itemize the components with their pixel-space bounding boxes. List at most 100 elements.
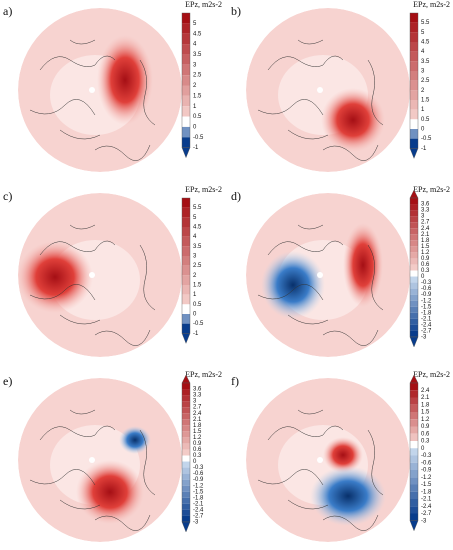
colorbar-segment	[182, 425, 190, 432]
colorbar-tick-label: -1.2	[421, 298, 432, 304]
colorbar-segment	[410, 499, 418, 507]
colorbar-tick-label: 3	[193, 62, 197, 68]
pole	[89, 272, 95, 278]
colorbar-tick-label: 0.9	[193, 441, 202, 447]
colorbar-arrow	[181, 333, 191, 344]
colorbar-tick-label: 5.5	[421, 20, 430, 26]
panel: d) EPz, m2s-2 3.63.332.72.42.11.81.51.20.9…	[231, 185, 450, 357]
colorbar-tick-label: 3.5	[193, 52, 202, 58]
colorbar-segment	[182, 95, 190, 107]
colorbar-segment	[410, 42, 418, 52]
colorbar-tick-label: 2	[421, 88, 425, 94]
panel-label: b)	[231, 4, 241, 18]
colorbar-tick-label: 3	[421, 69, 425, 75]
colorbar-tick-label: 1	[421, 107, 425, 113]
colorbar-segment	[410, 61, 418, 71]
panel-title: EPz, m2s-2	[413, 0, 450, 9]
colorbar-segment	[410, 222, 418, 229]
colorbar-segment	[182, 437, 190, 444]
map	[18, 378, 182, 542]
colorbar-arrow	[409, 148, 419, 159]
colorbar-tick-label: -0.5	[193, 135, 204, 141]
colorbar-segment	[182, 246, 190, 256]
colorbar-tick-label: -0.9	[421, 468, 432, 474]
colorbar-tick-label: 4.5	[193, 225, 202, 231]
colorbar-segment	[410, 412, 418, 420]
colorbar-tick-label: 0.9	[421, 424, 430, 430]
colorbar-tick-label: 0	[193, 125, 197, 131]
colorbar-segment	[182, 304, 190, 314]
colorbar-segment	[182, 497, 190, 504]
colorbar-tick-label: -1.2	[421, 475, 432, 481]
colorbar-tick-label: -3	[421, 335, 427, 341]
colorbar-segment	[182, 455, 190, 462]
colorbar-segment	[182, 116, 190, 127]
colorbar-segment	[410, 246, 418, 253]
colorbar-tick-label: 0.6	[421, 431, 430, 437]
colorbar-tick-label: 0.3	[421, 439, 430, 445]
colorbar-tick-label: 5	[193, 21, 197, 27]
map	[18, 193, 182, 357]
colorbar-tick-label: -0.9	[421, 292, 432, 298]
colorbar-segment	[410, 324, 418, 331]
colorbar-tick-label: 2.4	[421, 388, 430, 394]
colorbar-tick-label: 0.9	[421, 256, 430, 262]
colorbar-tick-label: -3	[193, 520, 199, 526]
colorbar-segment	[182, 323, 190, 334]
anomaly	[343, 223, 383, 307]
colorbar-tick-label: 0.5	[193, 302, 202, 308]
colorbar-tick-label: 4	[421, 49, 425, 55]
colorbar-segment	[182, 85, 190, 96]
anomaly	[18, 241, 93, 313]
colorbar-segment	[410, 448, 418, 456]
panel: b) EPz, m2s-2 5.5 5 4.5 4 3.5 3 2.5 2 1.5 1 0.5 0 -0.5…	[231, 0, 450, 172]
colorbar-segment	[182, 44, 190, 55]
colorbar-tick-label: 3.5	[193, 244, 202, 250]
colorbar-segment	[410, 306, 418, 313]
colorbar-segment	[410, 210, 418, 217]
colorbar-segment	[410, 204, 418, 211]
colorbar-segment	[182, 54, 190, 65]
colorbar-segment	[410, 228, 418, 235]
colorbar-tick-label: 2	[193, 83, 197, 89]
colorbar-segment	[182, 285, 190, 295]
colorbar-segment	[410, 455, 418, 463]
colorbar-segment	[182, 33, 190, 45]
colorbar-tick-label: 0.5	[421, 117, 430, 123]
colorbar-tick-label: 4.5	[421, 40, 430, 46]
colorbar-tick-label: 1	[193, 104, 197, 110]
colorbar-segment	[410, 32, 418, 42]
colorbar-segment	[410, 138, 418, 149]
map	[246, 193, 410, 357]
colorbar-tick-label: 2	[193, 273, 197, 279]
colorbar-segment	[410, 22, 418, 33]
colorbar-tick-label: -0.6	[421, 286, 432, 292]
colorbar-frame	[409, 12, 419, 149]
colorbar-segment	[410, 441, 418, 449]
colorbar-tick-label: -0.5	[421, 136, 432, 142]
colorbar-segment	[410, 404, 418, 412]
colorbar-tick-label: 1.8	[193, 423, 202, 429]
colorbar-segment	[410, 300, 418, 307]
colorbar-segment	[182, 491, 190, 498]
colorbar-tick-label: 4	[193, 234, 197, 240]
pole	[317, 87, 323, 93]
panel-title: EPz, m2s-2	[413, 185, 450, 194]
colorbar-tick-label: -1.5	[193, 489, 204, 495]
colorbar-segment	[182, 106, 190, 117]
colorbar-segment	[182, 383, 190, 390]
colorbar-tick-label: -1	[421, 146, 427, 152]
colorbar-tick-label: 1.8	[421, 402, 430, 408]
panel-label: c)	[3, 189, 12, 203]
colorbar-segment	[410, 491, 418, 499]
colorbar-frame	[409, 197, 419, 338]
colorbar-segment	[410, 109, 418, 120]
colorbar-segment	[410, 270, 418, 277]
colorbar-segment	[410, 288, 418, 295]
colorbar-tick-label: -2.1	[421, 497, 432, 503]
anomaly	[97, 35, 153, 125]
colorbar-segment	[410, 282, 418, 289]
colorbar-tick-label: 0	[193, 312, 197, 318]
colorbar-segment	[410, 513, 418, 521]
pole	[317, 272, 323, 278]
